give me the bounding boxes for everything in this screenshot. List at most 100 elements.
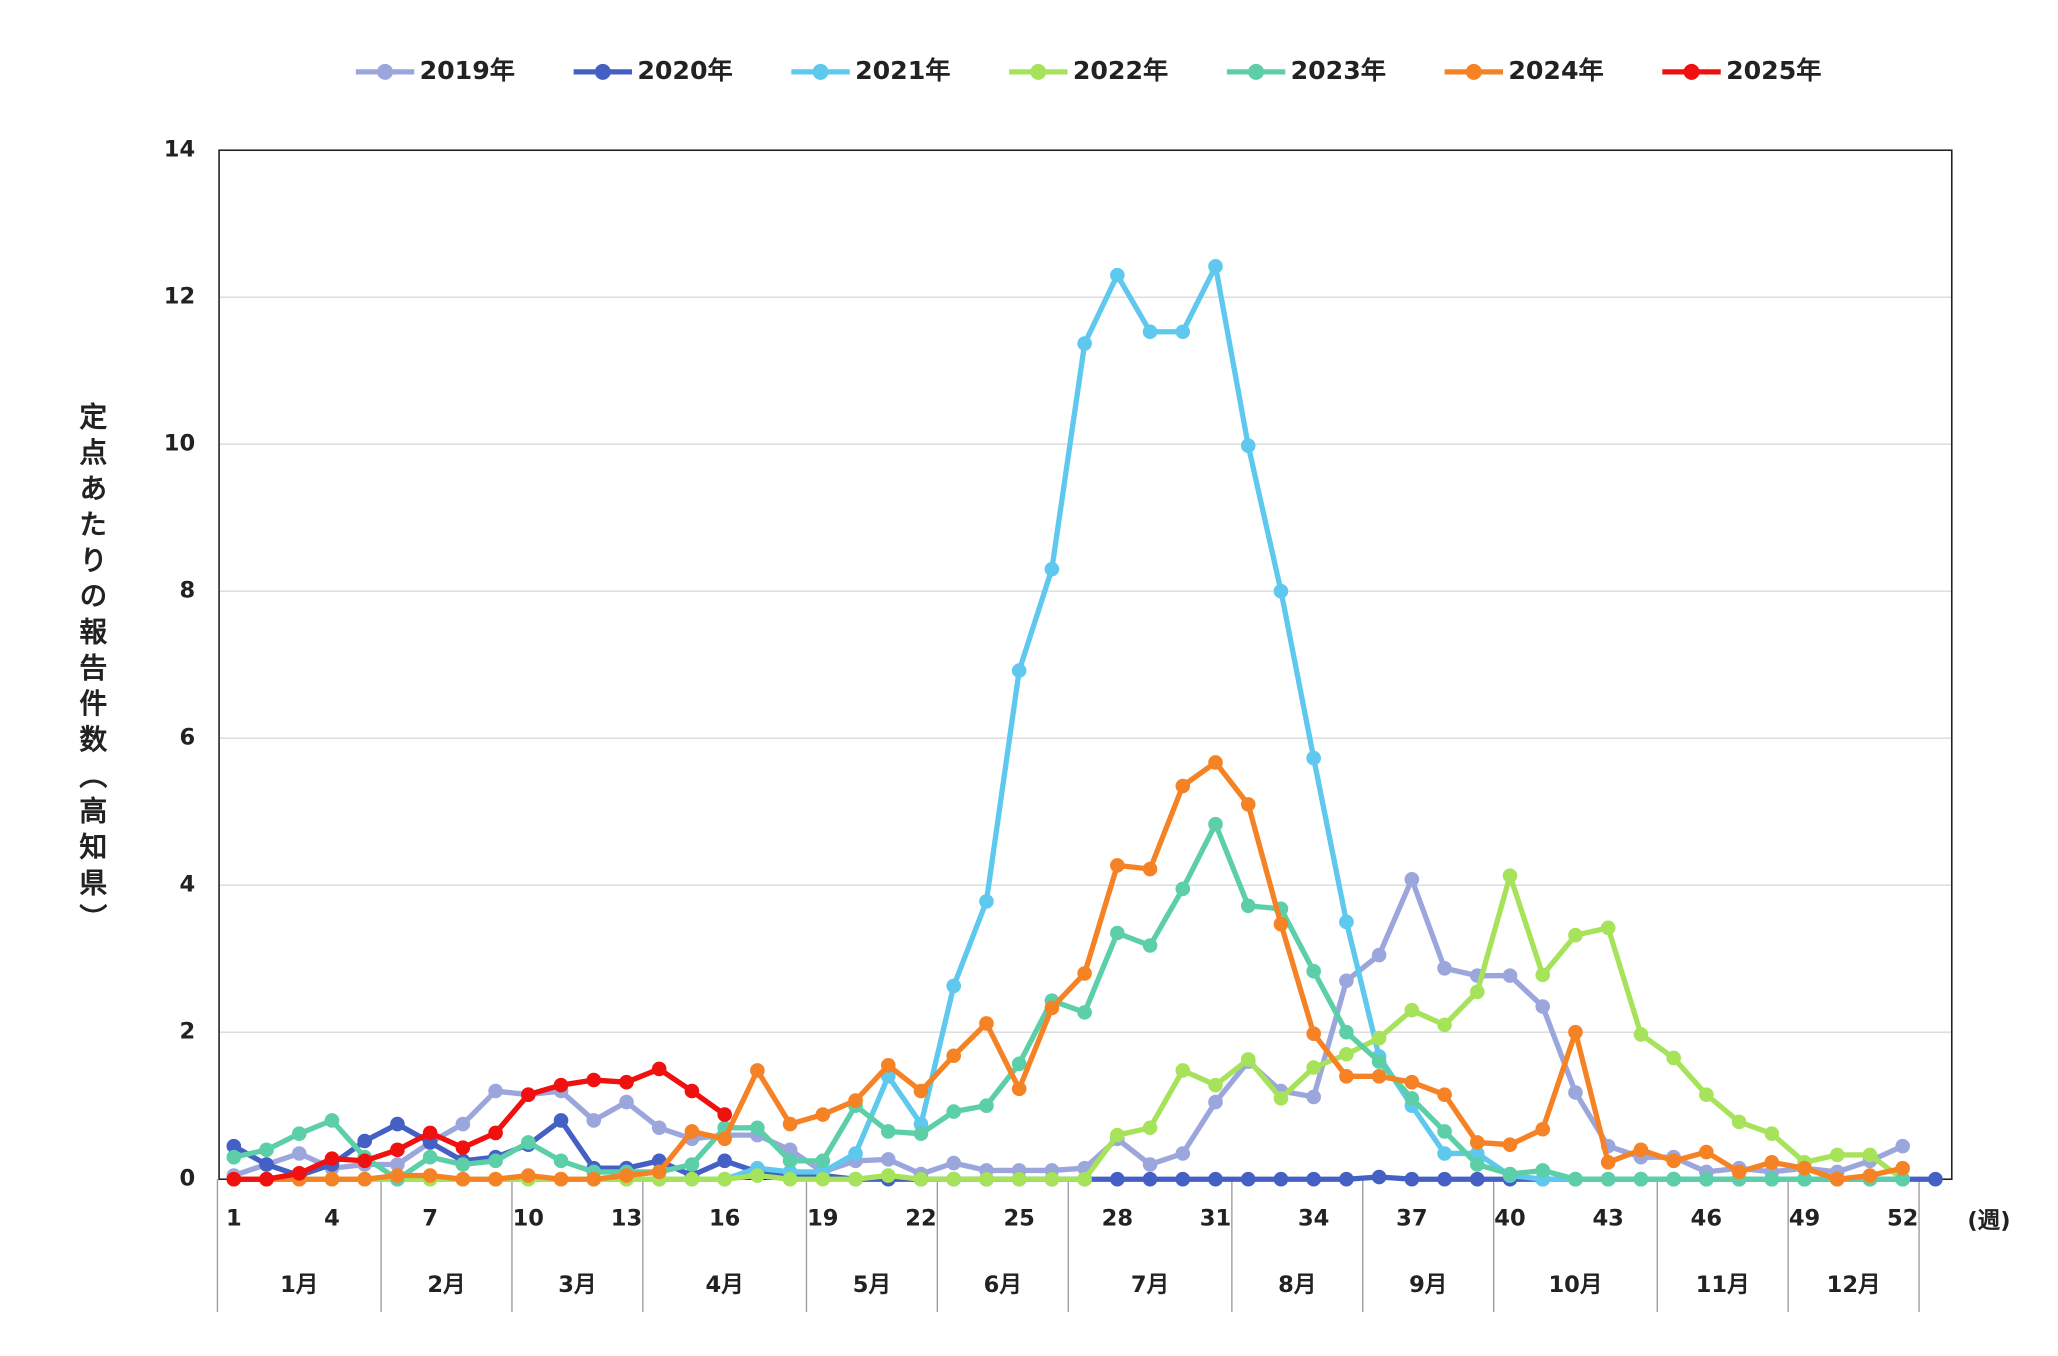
data-point xyxy=(455,1157,471,1172)
legend-marker xyxy=(1248,63,1265,80)
data-point xyxy=(1862,1147,1878,1163)
data-point xyxy=(455,1140,471,1155)
data-point xyxy=(946,1155,962,1171)
data-point xyxy=(1535,1163,1551,1178)
data-point xyxy=(750,1168,765,1183)
data-point xyxy=(390,1142,405,1158)
data-point xyxy=(651,1061,667,1077)
data-point xyxy=(586,1072,602,1088)
data-point xyxy=(782,1171,798,1187)
x-tick-label: 34 xyxy=(1298,1206,1329,1232)
x-tick-label: 7 xyxy=(422,1206,438,1232)
data-point xyxy=(1077,336,1092,351)
data-point xyxy=(1011,663,1027,678)
data-point xyxy=(586,1171,602,1187)
data-point xyxy=(1339,973,1354,989)
data-point xyxy=(390,1157,405,1172)
data-point xyxy=(717,1131,732,1147)
data-point xyxy=(1175,1146,1191,1161)
data-point xyxy=(1273,1171,1289,1187)
data-point xyxy=(1240,1052,1256,1067)
data-point xyxy=(880,1057,896,1073)
data-point xyxy=(1306,1026,1321,1041)
y-tick-label: 6 xyxy=(179,725,195,751)
month-label: 4月 xyxy=(706,1272,744,1298)
data-point xyxy=(979,894,994,909)
data-point xyxy=(1306,1060,1321,1075)
data-point xyxy=(946,1171,962,1187)
data-point xyxy=(1633,1027,1649,1042)
data-point xyxy=(1699,1144,1714,1160)
data-point xyxy=(1110,267,1125,283)
data-point xyxy=(1273,583,1289,599)
data-point xyxy=(357,1133,372,1149)
month-label: 6月 xyxy=(984,1272,1022,1298)
x-tick-label: 28 xyxy=(1102,1206,1133,1232)
y-tick-label: 0 xyxy=(179,1166,195,1192)
data-point xyxy=(1011,1081,1027,1097)
data-point xyxy=(880,1168,896,1183)
data-point xyxy=(1273,916,1289,932)
data-point xyxy=(880,1124,896,1139)
data-point xyxy=(1142,1157,1158,1172)
data-point xyxy=(1371,1030,1387,1046)
legend-marker xyxy=(1683,63,1700,80)
month-label: 11月 xyxy=(1696,1272,1750,1298)
data-point xyxy=(1208,1094,1223,1110)
data-point xyxy=(1600,1155,1616,1170)
x-tick-label: 43 xyxy=(1592,1206,1623,1232)
data-point xyxy=(455,1116,471,1132)
data-point xyxy=(521,1087,536,1103)
data-point xyxy=(619,1094,634,1110)
data-point xyxy=(1731,1164,1747,1180)
data-point xyxy=(1699,1087,1714,1103)
legend-label: 2020年 xyxy=(637,56,732,85)
x-tick-label: 31 xyxy=(1200,1206,1231,1232)
data-point xyxy=(1404,872,1420,887)
data-point xyxy=(1568,1024,1583,1040)
data-point xyxy=(815,1153,831,1169)
month-label: 8月 xyxy=(1278,1272,1316,1298)
data-point xyxy=(1044,1171,1060,1187)
x-tick-label: 4 xyxy=(324,1206,340,1232)
data-point xyxy=(521,1135,536,1150)
data-point xyxy=(1208,755,1223,770)
data-point xyxy=(1371,1069,1387,1084)
data-point xyxy=(390,1168,405,1183)
data-point xyxy=(1077,1005,1092,1020)
month-label: 2月 xyxy=(427,1272,465,1298)
data-point xyxy=(259,1142,274,1158)
data-point xyxy=(1011,1171,1027,1187)
data-point xyxy=(357,1171,372,1187)
data-point xyxy=(684,1124,700,1139)
data-point xyxy=(848,1146,863,1161)
data-point xyxy=(1208,259,1223,274)
x-tick-label: 25 xyxy=(1003,1206,1034,1232)
data-point xyxy=(1142,1171,1158,1187)
data-point xyxy=(717,1107,732,1122)
data-point xyxy=(1437,960,1452,976)
x-tick-label: 37 xyxy=(1396,1206,1427,1232)
data-point xyxy=(717,1171,732,1187)
data-point xyxy=(1240,797,1256,812)
data-point xyxy=(488,1083,503,1099)
data-point xyxy=(1437,1087,1452,1103)
data-point xyxy=(1469,1135,1485,1150)
series-line xyxy=(233,759,1904,1182)
data-point xyxy=(259,1157,274,1172)
data-point xyxy=(1110,1171,1125,1187)
data-point xyxy=(848,1171,863,1187)
data-point xyxy=(651,1120,667,1136)
data-point xyxy=(979,1098,994,1114)
data-point xyxy=(1110,925,1125,941)
legend-label: 2023年 xyxy=(1291,56,1386,85)
y-tick-label: 8 xyxy=(179,578,195,604)
data-point xyxy=(1110,858,1125,873)
data-point xyxy=(553,1153,569,1169)
data-point xyxy=(226,1171,242,1187)
data-point xyxy=(1666,1153,1681,1169)
data-point xyxy=(1240,438,1256,453)
data-point xyxy=(1502,1166,1518,1182)
data-point xyxy=(488,1125,503,1141)
